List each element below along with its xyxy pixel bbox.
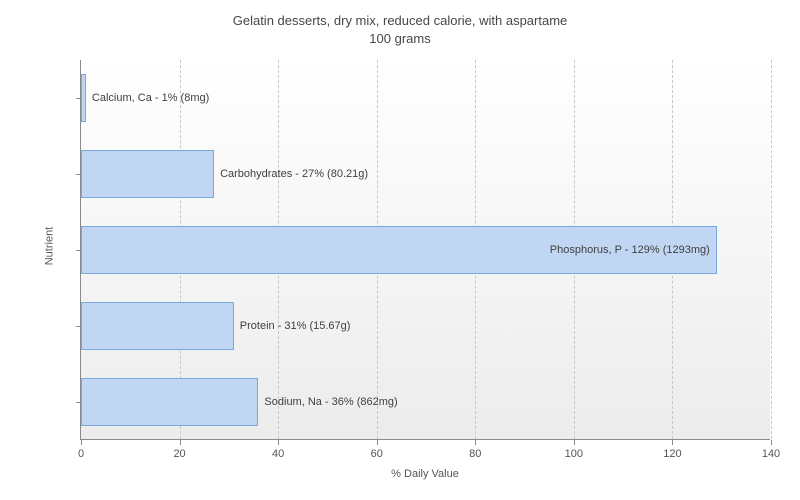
bar-label: Phosphorus, P - 129% (1293mg) bbox=[550, 244, 710, 256]
x-tick bbox=[475, 440, 476, 445]
x-tick-label: 60 bbox=[371, 448, 383, 460]
x-tick bbox=[81, 440, 82, 445]
x-tick bbox=[574, 440, 575, 445]
bar bbox=[81, 378, 258, 426]
chart-title: Gelatin desserts, dry mix, reduced calor… bbox=[0, 0, 800, 48]
x-tick bbox=[180, 440, 181, 445]
title-line2: 100 grams bbox=[369, 31, 430, 46]
x-axis-title: % Daily Value bbox=[391, 468, 459, 480]
x-tick-label: 120 bbox=[663, 448, 681, 460]
x-tick bbox=[672, 440, 673, 445]
x-tick-label: 140 bbox=[762, 448, 780, 460]
bar-label: Protein - 31% (15.67g) bbox=[240, 320, 351, 332]
x-tick-label: 20 bbox=[173, 448, 185, 460]
bar bbox=[81, 74, 86, 122]
plot-area: 020406080100120140Calcium, Ca - 1% (8mg)… bbox=[80, 60, 770, 440]
x-tick-label: 40 bbox=[272, 448, 284, 460]
x-tick-label: 80 bbox=[469, 448, 481, 460]
x-tick bbox=[771, 440, 772, 445]
y-axis-title: Nutrient bbox=[43, 227, 55, 266]
x-tick bbox=[377, 440, 378, 445]
bar-label: Carbohydrates - 27% (80.21g) bbox=[220, 168, 368, 180]
bar-label: Sodium, Na - 36% (862mg) bbox=[264, 396, 397, 408]
bar bbox=[81, 302, 234, 350]
bar-label: Calcium, Ca - 1% (8mg) bbox=[92, 92, 209, 104]
x-tick-label: 100 bbox=[565, 448, 583, 460]
x-tick-label: 0 bbox=[78, 448, 84, 460]
title-line1: Gelatin desserts, dry mix, reduced calor… bbox=[233, 13, 568, 28]
x-tick bbox=[278, 440, 279, 445]
grid-line bbox=[771, 60, 772, 439]
chart-area: Nutrient 020406080100120140Calcium, Ca -… bbox=[60, 60, 770, 440]
bar bbox=[81, 150, 214, 198]
